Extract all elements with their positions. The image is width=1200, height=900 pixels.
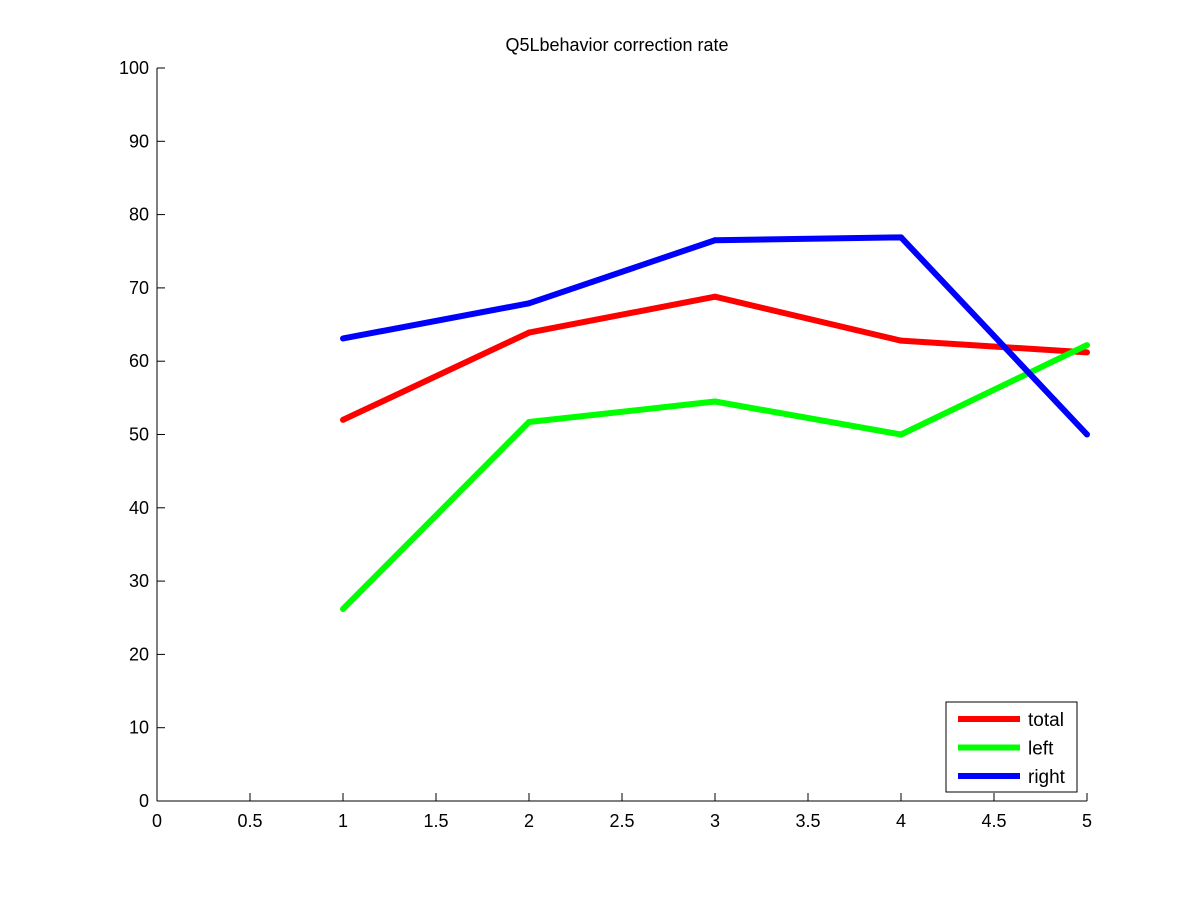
y-tick-label: 90: [129, 131, 149, 151]
data-point-right-1: [340, 335, 346, 342]
y-tick-label: 50: [129, 425, 149, 445]
data-point-total-1: [340, 416, 346, 423]
series-line-right: [342, 234, 1090, 437]
series-line-left: [340, 342, 1089, 612]
x-tick-label: 2.5: [609, 811, 634, 831]
x-tick-label: 0: [152, 811, 162, 831]
y-tick-label: 20: [129, 644, 149, 664]
x-tick-label: 4: [896, 811, 906, 831]
data-point-right-4: [898, 234, 904, 241]
plot-series-group: [340, 234, 1090, 612]
x-tick-label: 3: [710, 811, 720, 831]
x-tick-label: 1: [338, 811, 348, 831]
y-tick-label: 10: [129, 718, 149, 738]
data-point-right-3: [712, 237, 718, 244]
y-tick-label: 80: [129, 205, 149, 225]
legend-label-left: left: [1028, 739, 1054, 760]
x-tick-label: 0.5: [237, 811, 262, 831]
legend-label-right: right: [1028, 767, 1066, 788]
x-tick-label: 5: [1082, 811, 1092, 831]
data-point-left-5: [1084, 342, 1090, 349]
y-tick-label: 0: [139, 791, 149, 811]
y-tick-label: 70: [129, 278, 149, 298]
data-point-right-2: [526, 300, 532, 307]
data-point-total-5: [1084, 349, 1090, 356]
y-tick-label: 100: [119, 58, 149, 78]
y-tick-label: 40: [129, 498, 149, 518]
data-point-total-3: [712, 293, 718, 300]
data-point-total-2: [526, 329, 532, 336]
data-point-right-5: [1084, 431, 1090, 438]
data-point-left-2: [526, 419, 532, 426]
data-point-left-3: [712, 398, 718, 405]
x-tick-label: 3.5: [795, 811, 820, 831]
legend-label-total: total: [1028, 710, 1064, 731]
y-tick-label: 60: [129, 351, 149, 371]
x-tick-label: 2: [524, 811, 534, 831]
axes-group: 0 10 20 30 40 50 60 70 80 90 100 0 0.5 1 1.5 2 2.5 3 3.5 4 4…: [119, 58, 1092, 831]
y-tick-label: 30: [129, 571, 149, 591]
data-point-left-1: [340, 605, 346, 612]
x-tick-label: 4.5: [981, 811, 1006, 831]
data-point-total-4: [898, 337, 904, 344]
legend: total left right: [945, 701, 1078, 793]
x-tick-label: 1.5: [423, 811, 448, 831]
data-point-left-4: [898, 431, 904, 438]
chart-title: Q5Lbehavior correction rate: [505, 35, 728, 55]
